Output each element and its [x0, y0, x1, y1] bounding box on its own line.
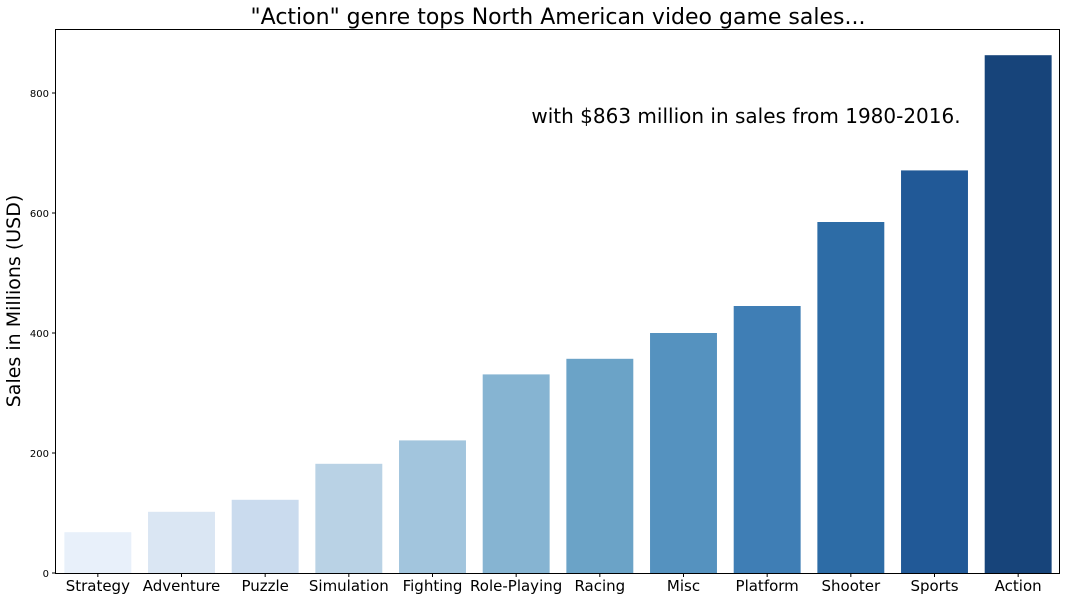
y-tick-label: 800: [30, 89, 49, 100]
bar-racing: [566, 358, 634, 573]
x-tick-label: Role-Playing: [470, 577, 562, 595]
x-tick-label: Platform: [736, 577, 799, 595]
chart-title: "Action" genre tops North American video…: [251, 5, 866, 30]
y-axis-label: Sales in Millions (USD): [3, 195, 25, 408]
x-axis: Strategy Adventure Puzzle Simulation Fightin…: [66, 573, 1042, 595]
bar-platform: [733, 306, 801, 573]
x-tick-label: Misc: [667, 577, 700, 595]
x-tick-label: Puzzle: [241, 577, 288, 595]
y-tick-label: 400: [30, 329, 49, 340]
x-tick-label: Action: [995, 577, 1042, 595]
y-tick-label: 200: [30, 449, 49, 460]
bar-shooter: [817, 222, 885, 573]
y-tick-label: 600: [30, 209, 49, 220]
chart-annotation: with $863 million in sales from 1980-201…: [531, 104, 960, 128]
x-tick-label: Strategy: [66, 577, 130, 595]
x-tick-label: Sports: [910, 577, 958, 595]
x-tick-label: Racing: [574, 577, 625, 595]
y-tick-label: 0: [43, 569, 49, 580]
bar-strategy: [64, 532, 132, 573]
bar-role-playing: [482, 374, 550, 573]
bar-adventure: [148, 511, 215, 573]
x-tick-label: Adventure: [143, 577, 221, 595]
x-tick-label: Shooter: [821, 577, 880, 595]
x-tick-label: Simulation: [309, 577, 389, 595]
bars-group: [64, 55, 1052, 573]
bar-misc: [650, 333, 717, 573]
bar-sports: [901, 170, 968, 573]
bar-action: [984, 55, 1052, 573]
x-tick-label: Fighting: [403, 577, 463, 595]
bar-fighting: [399, 440, 466, 573]
bar-simulation: [315, 463, 383, 573]
y-axis: 0 200 400 600 800: [30, 89, 56, 580]
bar-puzzle: [231, 499, 299, 573]
plot-frame: [55, 29, 1060, 574]
